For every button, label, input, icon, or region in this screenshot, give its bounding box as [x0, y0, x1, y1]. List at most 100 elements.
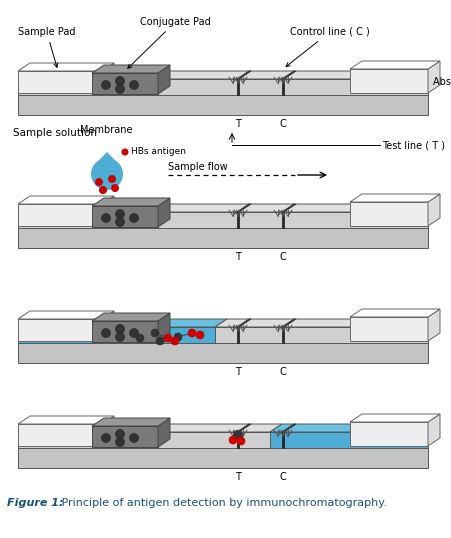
Circle shape [115, 437, 124, 447]
Text: Absorption Pad: Absorption Pad [433, 77, 451, 87]
Circle shape [101, 81, 110, 89]
Polygon shape [18, 335, 428, 363]
Polygon shape [18, 87, 428, 115]
Polygon shape [350, 317, 428, 341]
Polygon shape [237, 204, 251, 212]
Text: Conjugate Pad: Conjugate Pad [128, 17, 211, 68]
Polygon shape [282, 424, 296, 432]
Polygon shape [18, 79, 440, 87]
Text: Sample flow: Sample flow [168, 162, 228, 172]
Polygon shape [18, 432, 440, 440]
Polygon shape [18, 220, 428, 248]
Circle shape [136, 334, 144, 342]
Polygon shape [428, 309, 440, 341]
Polygon shape [18, 424, 102, 446]
Circle shape [174, 333, 182, 341]
Polygon shape [93, 152, 120, 166]
Polygon shape [158, 313, 170, 342]
Polygon shape [92, 65, 170, 73]
Polygon shape [18, 432, 270, 448]
Polygon shape [18, 71, 102, 93]
Circle shape [188, 329, 196, 337]
Circle shape [111, 184, 119, 192]
Circle shape [108, 175, 116, 183]
Text: C: C [280, 367, 286, 377]
Circle shape [151, 329, 159, 337]
Polygon shape [18, 319, 227, 327]
Circle shape [129, 214, 138, 223]
Polygon shape [237, 319, 251, 327]
Circle shape [115, 217, 124, 226]
Polygon shape [92, 198, 170, 206]
Text: Principle of antigen detection by immunochromatography.: Principle of antigen detection by immuno… [58, 498, 387, 508]
Circle shape [156, 337, 164, 345]
Circle shape [115, 76, 124, 86]
Polygon shape [237, 212, 239, 228]
Polygon shape [350, 202, 428, 226]
Polygon shape [18, 416, 114, 424]
Polygon shape [428, 194, 440, 226]
Polygon shape [158, 418, 170, 447]
Polygon shape [18, 79, 428, 95]
Text: Membrane: Membrane [80, 125, 133, 135]
Polygon shape [102, 416, 114, 446]
Text: Sample Pad: Sample Pad [18, 27, 75, 67]
Polygon shape [18, 424, 282, 432]
Text: C: C [280, 119, 286, 129]
Polygon shape [282, 319, 296, 327]
Polygon shape [102, 63, 114, 93]
Circle shape [234, 430, 243, 440]
Polygon shape [18, 319, 102, 341]
Text: T: T [235, 472, 241, 482]
Polygon shape [237, 79, 239, 95]
Polygon shape [282, 79, 284, 95]
Circle shape [115, 84, 124, 94]
Polygon shape [18, 212, 428, 228]
Polygon shape [237, 71, 251, 79]
Polygon shape [282, 204, 296, 212]
Polygon shape [350, 61, 440, 69]
Polygon shape [102, 196, 114, 226]
Circle shape [115, 324, 124, 334]
Polygon shape [428, 414, 440, 446]
Polygon shape [282, 432, 284, 448]
Text: HBs antigen: HBs antigen [131, 147, 186, 157]
Polygon shape [18, 63, 114, 71]
Polygon shape [18, 311, 114, 319]
Circle shape [129, 329, 138, 337]
Polygon shape [350, 414, 440, 422]
Polygon shape [270, 432, 428, 448]
Polygon shape [92, 313, 170, 321]
Polygon shape [350, 69, 428, 93]
Polygon shape [428, 61, 440, 93]
Circle shape [101, 214, 110, 223]
Circle shape [115, 332, 124, 342]
Polygon shape [92, 426, 158, 447]
Text: Test line ( T ): Test line ( T ) [382, 140, 445, 150]
Circle shape [101, 329, 110, 337]
Polygon shape [158, 198, 170, 227]
Polygon shape [282, 71, 296, 79]
Polygon shape [282, 212, 284, 228]
Polygon shape [18, 204, 440, 212]
Text: C: C [280, 252, 286, 262]
Polygon shape [237, 424, 251, 432]
Circle shape [164, 334, 172, 342]
Polygon shape [350, 309, 440, 317]
Polygon shape [18, 204, 102, 226]
Circle shape [121, 148, 129, 155]
Circle shape [171, 337, 179, 345]
Text: C: C [280, 472, 286, 482]
Text: Control line ( C ): Control line ( C ) [286, 27, 370, 67]
Circle shape [229, 436, 237, 444]
Polygon shape [350, 194, 440, 202]
Circle shape [91, 158, 123, 190]
Polygon shape [18, 71, 440, 79]
Circle shape [196, 331, 204, 339]
Circle shape [95, 178, 103, 186]
Polygon shape [350, 422, 428, 446]
Polygon shape [270, 424, 440, 432]
Polygon shape [18, 212, 440, 220]
Polygon shape [92, 321, 158, 342]
Polygon shape [18, 327, 215, 343]
